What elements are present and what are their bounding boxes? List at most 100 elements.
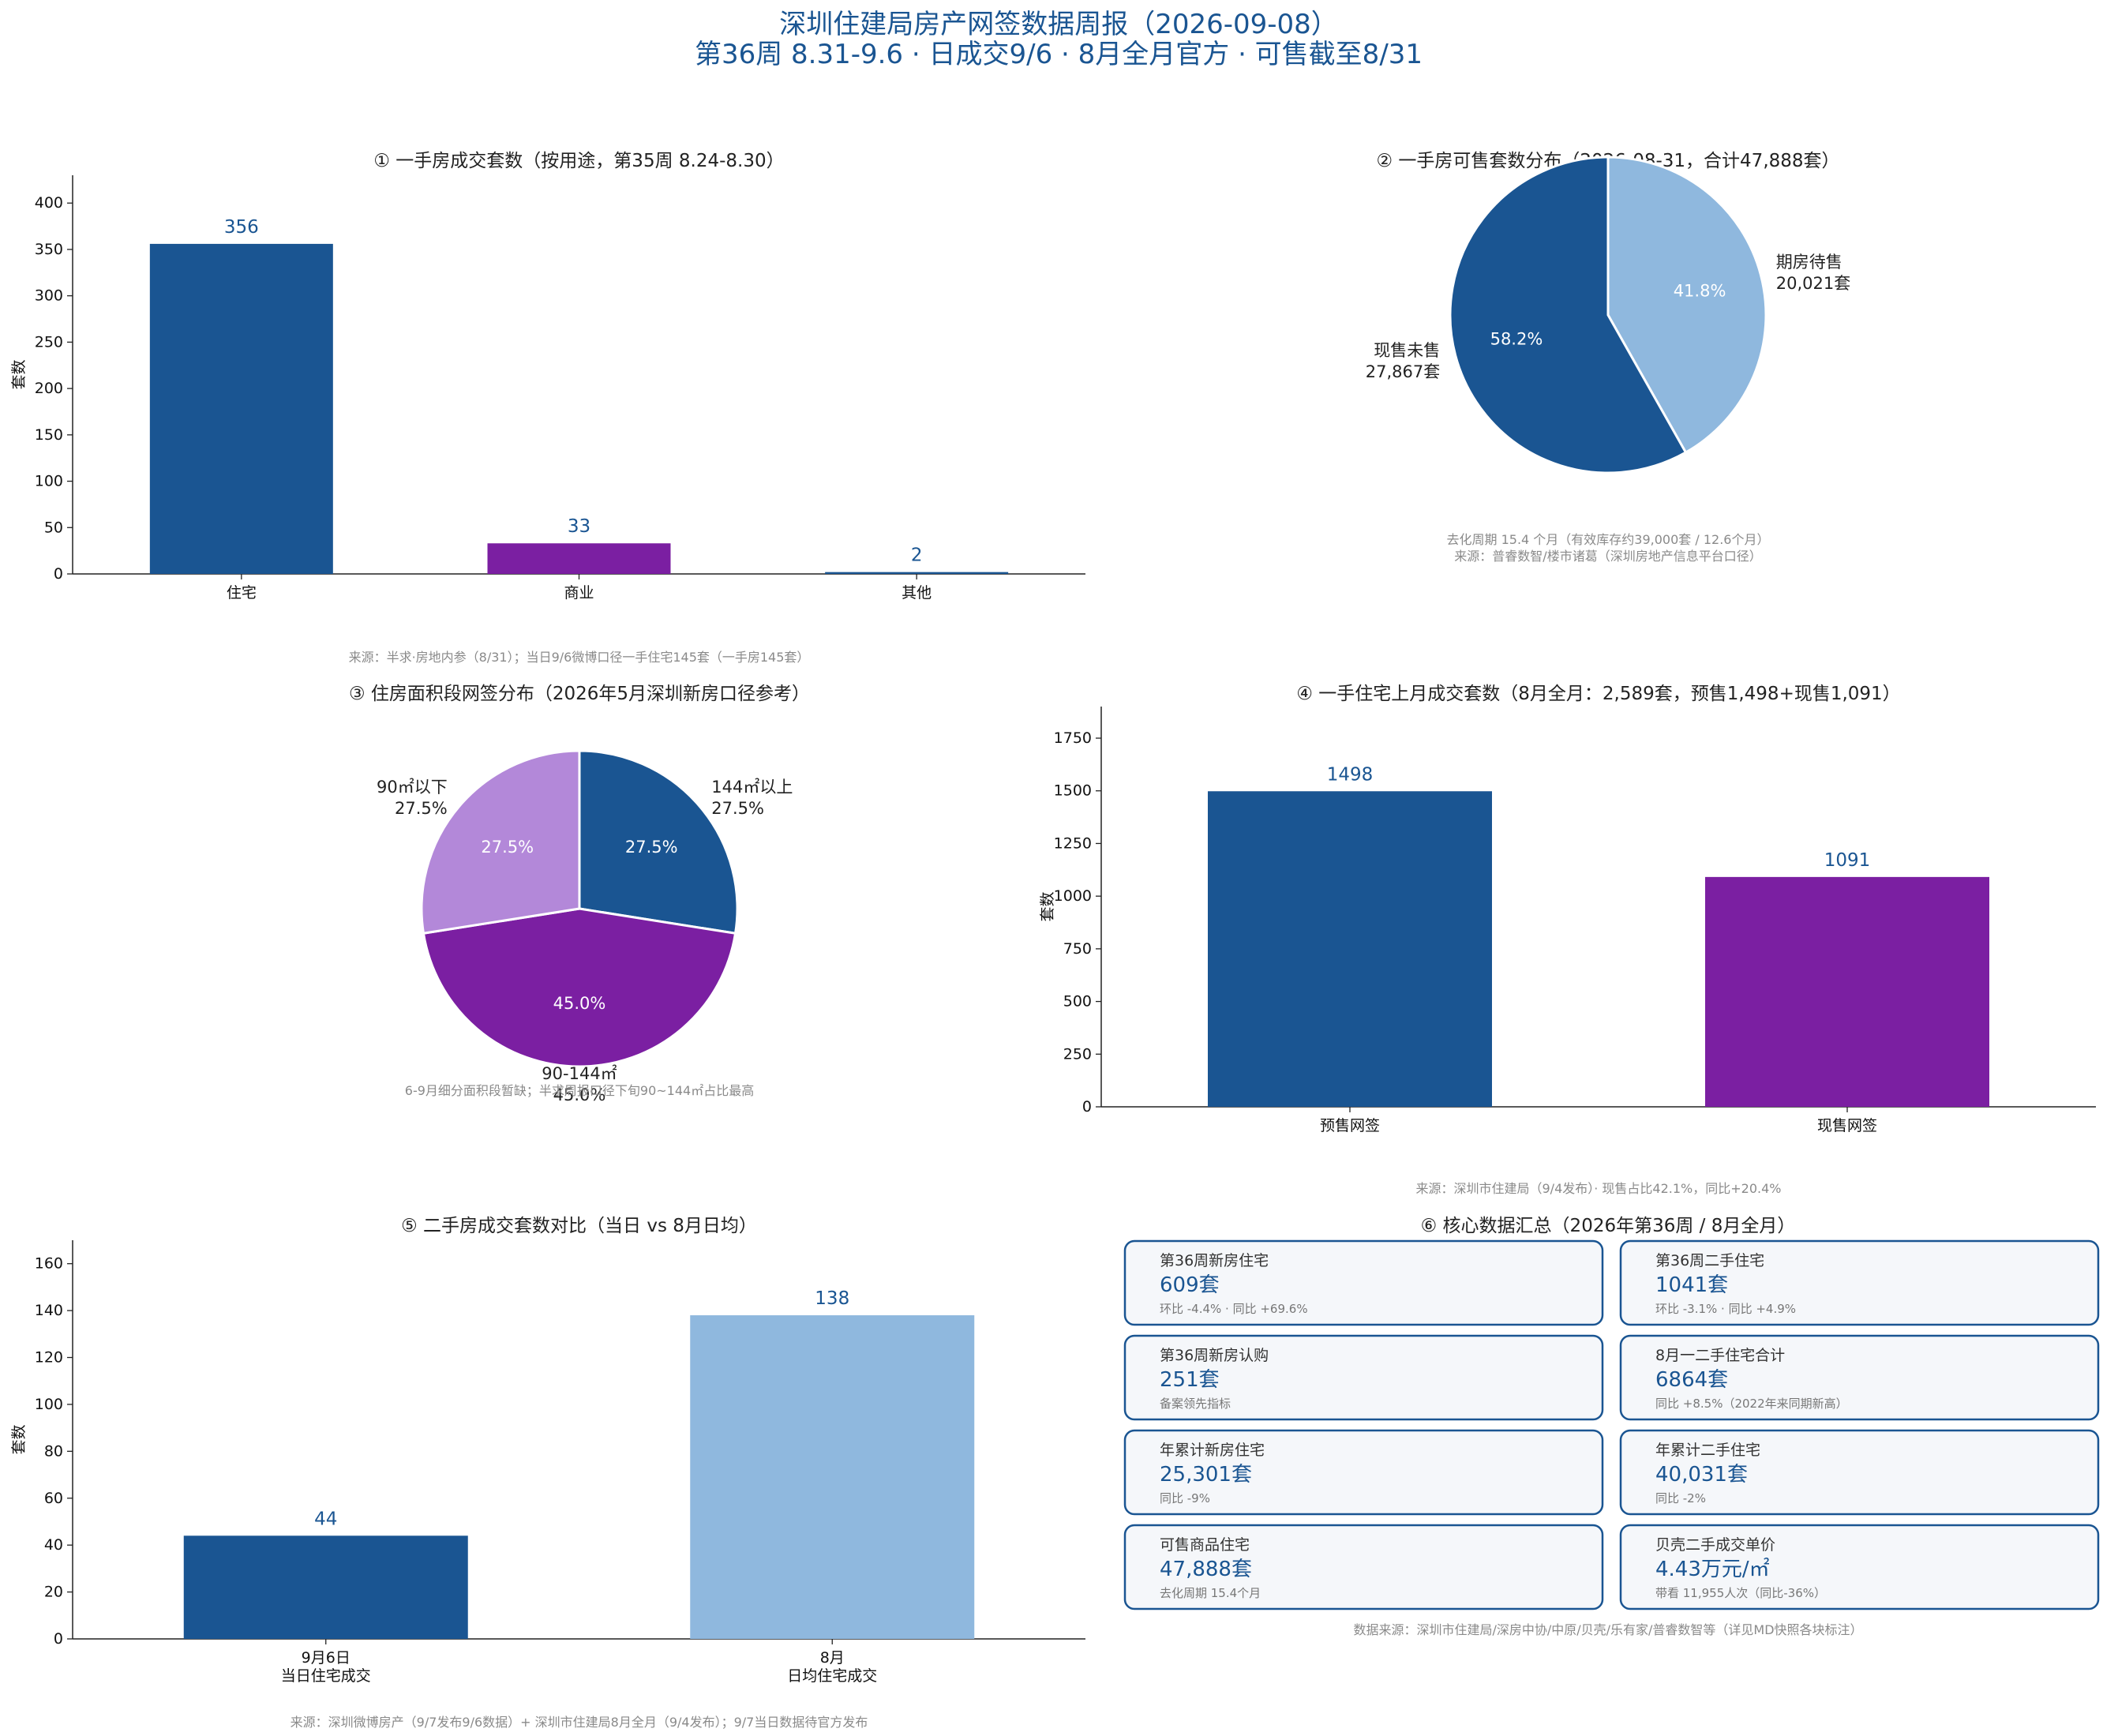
card-value: 47,888套 — [1160, 1558, 1252, 1581]
bar-value-label: 1498 — [1327, 764, 1374, 785]
y-tick-label: 100 — [35, 1396, 63, 1413]
source-note: 来源：深圳市住建局（9/4发布）· 现售占比42.1%，同比+20.4% — [1416, 1181, 1782, 1196]
pie-pct-label: 27.5% — [481, 838, 534, 857]
pie-slice — [1606, 156, 1767, 455]
pie-slice — [578, 749, 739, 935]
bar-value-label: 2 — [911, 546, 923, 566]
y-tick-label: 20 — [44, 1584, 63, 1601]
pie-note: 去化周期 15.4 个月（有效库存约39,000套 / 12.6个月） — [1447, 532, 1770, 547]
card-frame — [1123, 1239, 1604, 1326]
source-note: 数据来源：深圳市住建局/深房中协/中原/贝壳/乐有家/普睿数智等（详见MD快照各… — [1353, 1622, 1862, 1637]
x-tick-label: 8月 — [820, 1649, 845, 1667]
bar-value-label: 356 — [224, 217, 259, 238]
y-axis-label: 套数 — [1039, 891, 1056, 921]
card-value: 25,301套 — [1160, 1463, 1252, 1487]
card-frame — [1619, 1429, 2100, 1516]
y-tick-label: 80 — [44, 1442, 63, 1460]
panel-title: ① 一手房成交套数（按用途，第35周 8.24-8.30） — [373, 151, 784, 171]
card-subtext: 去化周期 15.4个月 — [1160, 1586, 1261, 1600]
card-value: 1041套 — [1655, 1273, 1728, 1297]
card-frame — [1619, 1334, 2100, 1421]
pie-value-label: 27,867套 — [1366, 362, 1440, 381]
y-tick-label: 0 — [1082, 1098, 1092, 1115]
panel-title: ③ 住房面积段网签分布（2026年5月深圳新房口径参考） — [349, 684, 810, 704]
pie-category-label: 144㎡以上 — [711, 778, 793, 797]
panel-unsold-inventory-pie: ② 一手房可售套数分布（2026-08-31，合计47,888套）41.8%期房… — [1366, 151, 1850, 564]
card-label: 8月一二手住宅合计 — [1655, 1347, 1785, 1364]
card-subtext: 环比 -4.4% · 同比 +69.6% — [1160, 1302, 1308, 1316]
x-tick-label: 现售网签 — [1817, 1117, 1877, 1134]
x-tick-label: 预售网签 — [1320, 1117, 1380, 1134]
pie-value-label: 27.5% — [395, 799, 448, 818]
y-tick-label: 50 — [44, 519, 63, 536]
pie-value-label: 27.5% — [711, 799, 764, 818]
y-tick-label: 1250 — [1054, 834, 1092, 852]
card-frame — [1619, 1524, 2100, 1610]
y-tick-label: 750 — [1063, 940, 1092, 958]
pie-category-label: 期房待售 — [1776, 253, 1842, 272]
bar-value-label: 1091 — [1824, 850, 1871, 871]
card-value: 40,031套 — [1655, 1463, 1748, 1487]
pie-note: 6-9月细分面积段暂缺；半求周报口径下旬90~144㎡占比最高 — [405, 1083, 754, 1098]
x-tick-label: 当日住宅成交 — [281, 1667, 371, 1685]
source-note: 来源：半求·房地内参（8/31）；当日9/6微博口径一手住宅145套（一手房14… — [349, 650, 810, 665]
bar — [1705, 876, 1989, 1107]
y-tick-label: 120 — [35, 1349, 63, 1367]
card-frame — [1123, 1524, 1604, 1610]
pie-category-label: 90㎡以下 — [377, 778, 448, 797]
card-value: 251套 — [1160, 1368, 1220, 1392]
y-axis-label: 套数 — [10, 359, 28, 389]
pie-slice — [420, 749, 581, 935]
y-tick-label: 1750 — [1054, 729, 1092, 747]
pie-value-label: 45.0% — [553, 1085, 606, 1104]
y-tick-label: 200 — [35, 380, 63, 397]
card-subtext: 同比 -2% — [1655, 1491, 1706, 1505]
x-tick-label: 商业 — [564, 584, 594, 602]
x-tick-label: 其他 — [902, 584, 932, 602]
y-tick-label: 160 — [35, 1255, 63, 1273]
x-tick-label: 住宅 — [227, 584, 257, 602]
x-tick-label: 日均住宅成交 — [787, 1667, 877, 1685]
card-value: 6864套 — [1655, 1368, 1728, 1392]
pie-value-label: 20,021套 — [1776, 274, 1850, 293]
bar-value-label: 33 — [568, 516, 590, 537]
panel-secondhand-compare-bars: ⑤ 二手房成交套数对比（当日 vs 8月日均） 0 20 40 60 80 100 120 14… — [10, 1216, 1085, 1730]
card-value: 4.43万元/㎡ — [1655, 1558, 1770, 1581]
y-tick-label: 500 — [1063, 993, 1092, 1010]
card-label: 年累计二手住宅 — [1655, 1442, 1760, 1459]
card-frame — [1123, 1429, 1604, 1516]
y-tick-label: 0 — [54, 1630, 63, 1648]
card-subtext: 同比 +8.5%（2022年来同期新高） — [1655, 1397, 1848, 1411]
y-tick-label: 300 — [35, 287, 63, 305]
card-subtext: 环比 -3.1% · 同比 +4.9% — [1655, 1302, 1796, 1316]
bar — [183, 1535, 468, 1639]
panel-title: ④ 一手住宅上月成交套数（8月全月：2,589套，预售1,498+现售1,091… — [1296, 684, 1900, 704]
y-tick-label: 1000 — [1054, 887, 1092, 905]
card-label: 贝壳二手成交单价 — [1655, 1536, 1775, 1554]
y-tick-label: 250 — [1063, 1045, 1092, 1063]
source-note: 来源：深圳微博房产（9/7发布9/6数据）+ 深圳市住建局8月全月（9/4发布）… — [291, 1715, 868, 1730]
y-tick-label: 400 — [35, 194, 63, 212]
y-tick-label: 40 — [44, 1536, 63, 1554]
y-axis-label: 套数 — [10, 1424, 28, 1454]
card-label: 第36周新房认购 — [1160, 1347, 1269, 1364]
x-tick-label: 9月6日 — [302, 1649, 351, 1667]
pie-pct-label: 27.5% — [625, 838, 678, 857]
panel-new-home-by-use: ① 一手房成交套数（按用途，第35周 8.24-8.30） 0 50 100 150 20… — [10, 151, 1085, 665]
card-subtext: 带看 11,955人次（同比-36%） — [1655, 1586, 1826, 1600]
y-tick-label: 350 — [35, 241, 63, 258]
card-frame — [1619, 1239, 2100, 1326]
bar — [1208, 791, 1492, 1107]
report-subtitle: 第36周 8.31-9.6 · 日成交9/6 · 8月全月官方 · 可售截至8/… — [695, 39, 1423, 70]
y-tick-label: 100 — [35, 473, 63, 490]
bar — [487, 543, 671, 574]
pie-slice — [422, 907, 737, 1068]
bar-value-label: 138 — [815, 1288, 849, 1309]
pie-pct-label: 41.8% — [1674, 281, 1726, 300]
card-subtext: 同比 -9% — [1160, 1491, 1210, 1505]
